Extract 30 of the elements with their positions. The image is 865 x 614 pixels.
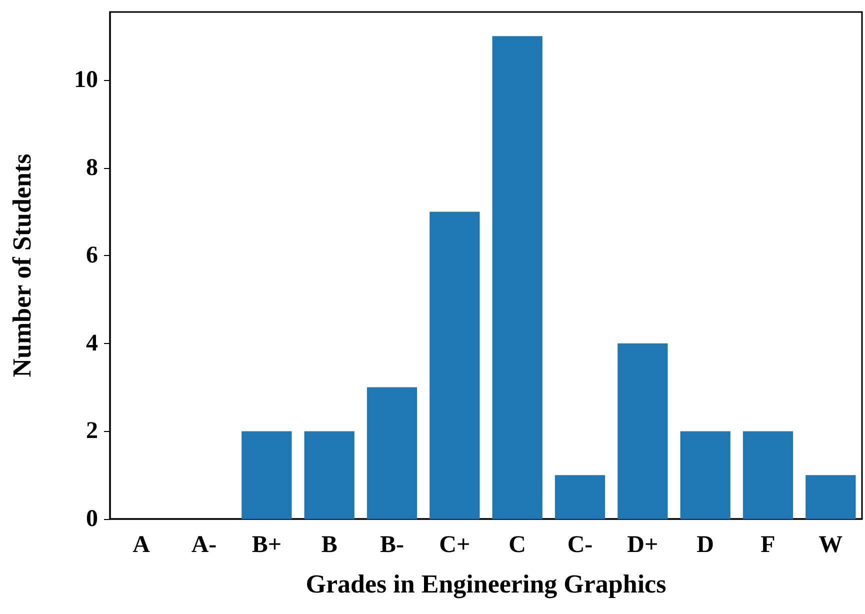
bar <box>430 212 480 519</box>
bar <box>742 431 794 519</box>
y-tick-label: 0 <box>86 506 98 532</box>
x-tick-label: B <box>321 532 338 558</box>
x-tick-label: D+ <box>627 532 658 558</box>
y-tick-label: 6 <box>86 242 98 269</box>
bar <box>806 475 856 519</box>
x-tick-label: F <box>760 532 776 558</box>
x-tick-label: C- <box>567 532 593 558</box>
bar <box>492 36 542 519</box>
x-tick-label: W <box>818 532 843 558</box>
y-tick-label: 4 <box>86 330 98 356</box>
x-tick-label: A- <box>191 532 217 558</box>
x-tick-label: B- <box>380 532 404 558</box>
bar <box>554 475 606 519</box>
x-tick-label: A <box>132 532 151 558</box>
x-tick-label: B+ <box>252 532 282 558</box>
x-axis-title: Grades in Engineering Graphics <box>306 570 666 598</box>
bar <box>366 387 418 519</box>
bar <box>242 431 292 519</box>
x-tick-label: C <box>508 532 526 558</box>
y-axis-title: Number of Students <box>8 154 36 378</box>
x-tick-label: D <box>696 532 714 558</box>
y-tick-label: 10 <box>74 67 98 94</box>
bar <box>618 343 668 519</box>
bar <box>680 431 730 519</box>
x-tick-label: C+ <box>439 532 470 558</box>
y-tick-label: 2 <box>86 418 98 444</box>
y-tick-label: 8 <box>86 154 98 181</box>
bar <box>304 431 354 519</box>
